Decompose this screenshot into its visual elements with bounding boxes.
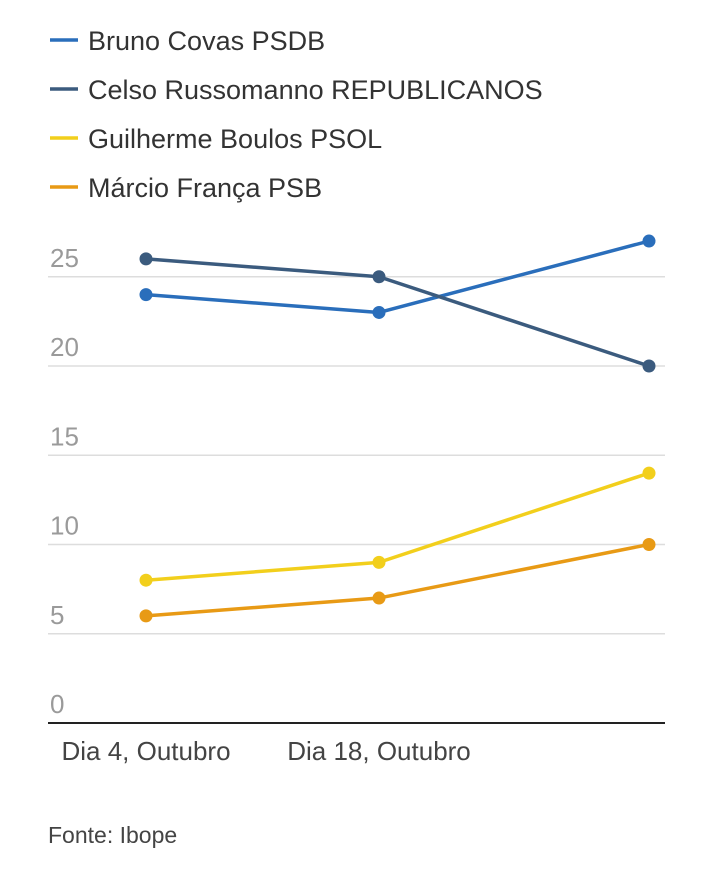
legend-item: Márcio França PSB <box>50 173 322 203</box>
data-point <box>372 555 386 569</box>
data-point <box>139 288 153 302</box>
y-tick-label: 20 <box>50 332 79 362</box>
series-points <box>139 234 656 623</box>
data-point <box>642 538 656 551</box>
data-point <box>372 591 386 605</box>
source-note: Fonte: Ibope <box>48 822 177 848</box>
series-line <box>144 471 651 582</box>
data-point <box>642 466 656 480</box>
x-tick-label: Dia 18, Outubro <box>287 736 471 766</box>
data-point <box>139 573 153 587</box>
data-point <box>139 252 153 266</box>
y-axis-ticks: 0 5 10 15 20 25 <box>50 243 79 719</box>
data-point <box>642 234 656 248</box>
x-axis-ticks: Dia 4, Outubro Dia 18, Outubro <box>61 736 470 766</box>
y-tick-label: 0 <box>50 689 64 719</box>
legend-item: Bruno Covas PSDB <box>50 26 325 56</box>
y-tick-label: 10 <box>50 511 79 541</box>
legend-label: Celso Russomanno REPUBLICANOS <box>88 75 543 105</box>
legend-item: Guilherme Boulos PSOL <box>50 124 382 154</box>
y-tick-label: 25 <box>50 243 79 273</box>
legend-label: Bruno Covas PSDB <box>88 26 325 56</box>
legend-label: Guilherme Boulos PSOL <box>88 124 382 154</box>
y-tick-label: 5 <box>50 600 64 630</box>
data-point <box>372 305 386 319</box>
legend-label: Márcio França PSB <box>88 173 322 203</box>
series-lines <box>144 239 651 618</box>
data-point <box>642 359 656 373</box>
x-tick-label: Dia 4, Outubro <box>61 736 230 766</box>
y-tick-label: 15 <box>50 421 79 451</box>
data-point <box>139 609 153 623</box>
data-point <box>372 270 386 284</box>
chart-legend: Bruno Covas PSDB Celso Russomanno REPUBLI… <box>50 26 543 203</box>
series-line <box>144 257 651 368</box>
legend-item: Celso Russomanno REPUBLICANOS <box>50 75 543 105</box>
